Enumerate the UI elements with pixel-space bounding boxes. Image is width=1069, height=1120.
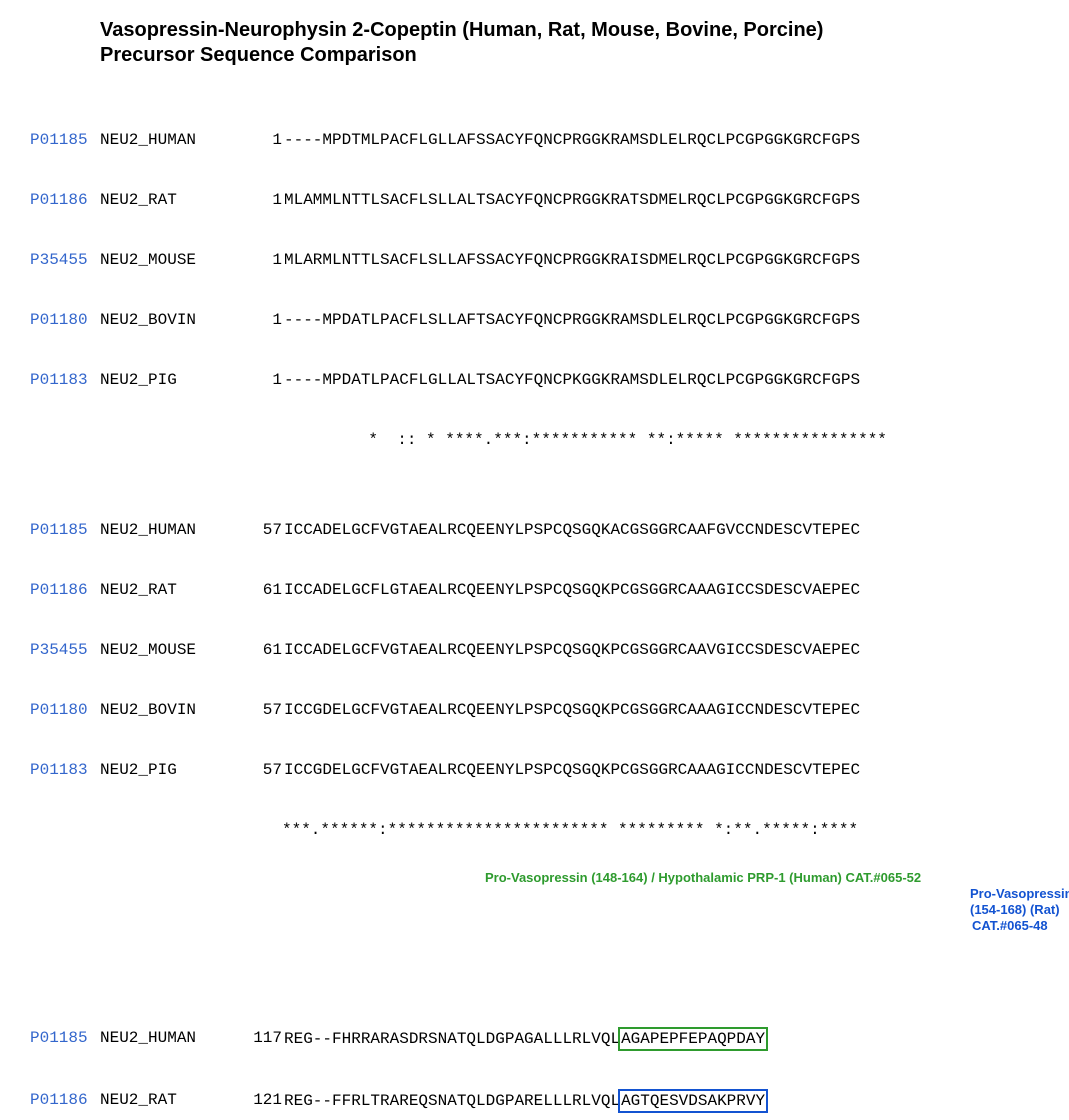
annotation-row-green: Pro-Vasopressin (148-164) / Hypothalamic… [30, 870, 1039, 888]
position: 57 [220, 520, 284, 540]
sequence: MLAMMLNTTLSACFLSLLALTSACYFQNCPRGGKRATSDM… [284, 190, 860, 210]
seq-name: NEU2_BOVIN [100, 310, 220, 330]
accession: P01186 [30, 580, 100, 600]
alignment-block-2: P01185NEU2_HUMAN57 ICCADELGCFVGTAEALRCQE… [30, 480, 1039, 860]
position: 61 [220, 640, 284, 660]
highlight-human: AGAPEPFEPAQPDAY [618, 1027, 768, 1051]
seq-prefix: REG--FHRRARASDRSNATQLDGPAGALLLRLVQL [284, 1030, 620, 1048]
seq-name: NEU2_HUMAN [100, 130, 220, 150]
accession: P01185 [30, 520, 100, 540]
title: Vasopressin-Neurophysin 2-Copeptin (Huma… [100, 18, 1039, 68]
sequence: ----MPDATLPACFLGLLALTSACYFQNCPKGGKRAMSDL… [284, 370, 860, 390]
seq-name: NEU2_BOVIN [100, 700, 220, 720]
accession: P01185 [30, 130, 100, 150]
position: 57 [220, 700, 284, 720]
sequence: ICCADELGCFLGTAEALRCQEENYLPSPCQSGQKPCGSGG… [284, 580, 860, 600]
annotation-blue-line-2: (154-168) (Rat) [970, 902, 1060, 918]
seq-prefix: REG--FFRLTRAREQSNATQLDGPARELLLRLVQL [284, 1092, 620, 1110]
highlight-rat: AGTQESVDSAKPRVY [618, 1089, 768, 1113]
accession: P01180 [30, 700, 100, 720]
sequence: ICCADELGCFVGTAEALRCQEENYLPSPCQSGQKPCGSGG… [284, 640, 860, 660]
consensus: ***.******:*********************** *****… [282, 820, 858, 840]
accession: P35455 [30, 640, 100, 660]
seq-name: NEU2_RAT [100, 1090, 220, 1112]
seq-name: NEU2_HUMAN [100, 520, 220, 540]
accession: P01180 [30, 310, 100, 330]
seq-name: NEU2_MOUSE [100, 640, 220, 660]
seq-name: NEU2_HUMAN [100, 1028, 220, 1050]
position: 121 [220, 1090, 284, 1112]
seq-name: NEU2_MOUSE [100, 250, 220, 270]
title-line-1: Vasopressin-Neurophysin 2-Copeptin (Huma… [100, 18, 1039, 43]
annotation-blue-line-3: CAT.#065-48 [972, 918, 1048, 934]
position: 61 [220, 580, 284, 600]
position: 1 [220, 250, 284, 270]
position: 57 [220, 760, 284, 780]
sequence: REG--FFRLTRAREQSNATQLDGPARELLLRLVQLAGTQE… [284, 1090, 766, 1112]
accession: P01183 [30, 760, 100, 780]
seq-name: NEU2_PIG [100, 370, 220, 390]
position: 1 [220, 370, 284, 390]
sequence: MLARMLNTTLSACFLSLLAFSSACYFQNCPRGGKRAISDM… [284, 250, 860, 270]
position: 1 [220, 310, 284, 330]
position: 1 [220, 190, 284, 210]
sequence: ICCGDELGCFVGTAEALRCQEENYLPSPCQSGQKPCGSGG… [284, 760, 860, 780]
annotation-green: Pro-Vasopressin (148-164) / Hypothalamic… [485, 870, 921, 886]
title-line-2: Precursor Sequence Comparison [100, 43, 1039, 68]
sequence: ----MPDTMLPACFLGLLAFSSACYFQNCPRGGKRAMSDL… [284, 130, 860, 150]
accession: P01186 [30, 1090, 100, 1112]
alignment-block-1: P01185NEU2_HUMAN1 ----MPDTMLPACFLGLLAFSS… [30, 90, 1039, 470]
position: 117 [220, 1028, 284, 1050]
seq-name: NEU2_PIG [100, 760, 220, 780]
annotation-blue-line-1: Pro-Vasopressin [970, 886, 1069, 902]
accession: P01183 [30, 370, 100, 390]
alignment-block-3: Pro-Vasopressin (154-168) (Rat) CAT.#065… [30, 888, 1039, 1120]
seq-name: NEU2_RAT [100, 580, 220, 600]
accession: P35455 [30, 250, 100, 270]
sequence: ICCADELGCFVGTAEALRCQEENYLPSPCQSGQKACGSGG… [284, 520, 860, 540]
sequence: ----MPDATLPACFLSLLAFTSACYFQNCPRGGKRAMSDL… [284, 310, 860, 330]
accession: P01185 [30, 1028, 100, 1050]
position: 1 [220, 130, 284, 150]
sequence: ICCGDELGCFVGTAEALRCQEENYLPSPCQSGQKPCGSGG… [284, 700, 860, 720]
accession: P01186 [30, 190, 100, 210]
sequence: REG--FHRRARASDRSNATQLDGPAGALLLRLVQLAGAPE… [284, 1028, 766, 1050]
consensus: * :: * ****.***:*********** **:***** ***… [282, 430, 887, 450]
seq-name: NEU2_RAT [100, 190, 220, 210]
